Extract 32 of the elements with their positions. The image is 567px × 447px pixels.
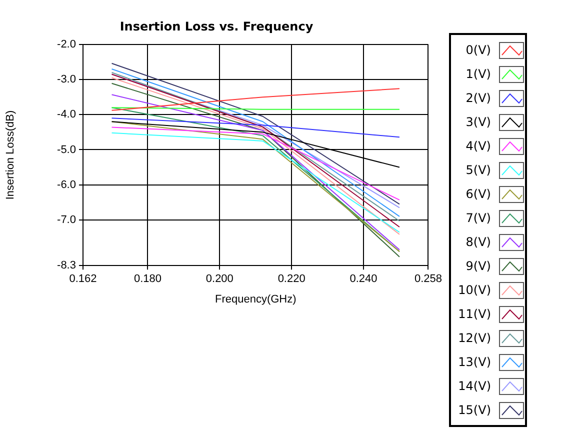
legend-label: 9(V) xyxy=(464,259,492,273)
x-tick-label: 0.220 xyxy=(278,273,306,286)
y-tick-label: -6.0 xyxy=(57,178,76,191)
legend-label: 15(V) xyxy=(457,403,492,417)
y-tick-label: -7.0 xyxy=(57,214,76,226)
x-axis-title: Frequency(GHz) xyxy=(214,293,296,306)
y-tick-label: -8.3 xyxy=(57,260,76,272)
x-tick-label: 0.162 xyxy=(69,273,97,286)
legend-label: 0(V) xyxy=(464,43,492,57)
legend-label: 10(V) xyxy=(457,283,492,297)
legend-label: 1(V) xyxy=(464,67,492,81)
x-tick-label: 0.180 xyxy=(134,273,162,286)
x-tick-label: 0.200 xyxy=(206,273,234,286)
y-tick-label: -5.0 xyxy=(57,144,76,156)
legend-label: 8(V) xyxy=(464,235,492,249)
y-tick-label: -2.0 xyxy=(57,38,76,50)
legend-label: 12(V) xyxy=(457,331,492,345)
x-tick-label: 0.258 xyxy=(414,273,442,286)
legend-label: 13(V) xyxy=(457,355,492,369)
y-tick-label: -3.0 xyxy=(57,74,76,86)
legend-label: 14(V) xyxy=(457,379,492,393)
y-tick-label: -4.0 xyxy=(57,108,76,121)
legend-label: 3(V) xyxy=(464,115,492,129)
legend-label: 6(V) xyxy=(464,187,492,201)
x-tick-label: 0.240 xyxy=(350,273,378,286)
chart-title: Insertion Loss vs. Frequency xyxy=(120,19,314,34)
legend-label: 4(V) xyxy=(464,139,492,153)
legend-label: 7(V) xyxy=(464,211,492,225)
legend-label: 2(V) xyxy=(464,91,492,105)
legend-label: 5(V) xyxy=(464,163,492,177)
y-axis-title: Insertion Loss(dB) xyxy=(4,110,17,200)
legend-label: 11(V) xyxy=(457,307,492,321)
